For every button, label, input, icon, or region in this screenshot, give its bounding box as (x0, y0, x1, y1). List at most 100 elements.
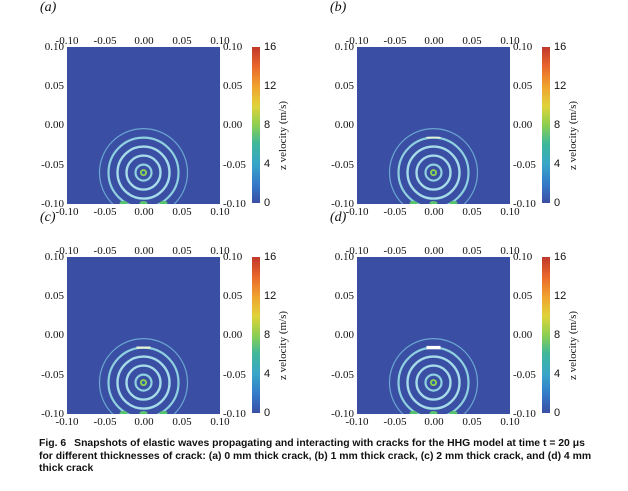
wavefield-svg (98, 128, 189, 204)
colorbar-tick: 8 (264, 119, 271, 131)
x-tick-bottom: 0.10 (500, 416, 520, 428)
x-tick-top: -0.10 (55, 245, 79, 257)
figure-panel: (a) -0.10 -0.10 -0.05 -0.05 0.00 0.00 0.05 0.05 0… (0, 0, 300, 218)
colorbar-tick: 16 (554, 251, 567, 263)
x-tick-top: -0.05 (383, 245, 407, 257)
wavefront-ring (424, 163, 443, 182)
wavefield-svg (388, 128, 479, 204)
x-tick-top: 0.10 (500, 245, 520, 257)
x-tick-top: 0.00 (424, 245, 444, 257)
colorbar-tick: 8 (554, 329, 561, 341)
colorbar-tick: 0 (264, 197, 271, 209)
y-tick-right: 0.00 (513, 329, 533, 341)
boundary-reflection-spot (119, 411, 128, 414)
y-tick-left: -0.10 (331, 198, 354, 210)
colorbar-title: z velocity (m/s) (277, 310, 289, 380)
wavefront-ring (107, 136, 180, 204)
wavefield-plot (67, 257, 220, 414)
wavefront-ring (98, 338, 189, 414)
panel-label: (d) (330, 210, 347, 225)
y-tick-right: -0.10 (223, 198, 246, 210)
boundary-reflection-spot (449, 411, 458, 414)
colorbar-tick: 4 (554, 158, 561, 170)
wave-source-core (431, 381, 436, 385)
wavefront-ring (406, 355, 461, 410)
y-tick-right: -0.05 (513, 159, 536, 171)
y-tick-left: 0.00 (334, 329, 354, 341)
y-tick-left: 0.05 (334, 80, 354, 92)
y-tick-right: 0.10 (513, 41, 533, 53)
wavefront-ring (415, 364, 452, 401)
figure-panel: (b) -0.10 -0.10 -0.05 -0.05 0.00 0.00 0.05 0.05 0… (290, 0, 590, 218)
x-tick-top: 0.10 (500, 35, 520, 47)
wavefield-plot (357, 257, 510, 414)
wavefield-svg (388, 338, 479, 414)
colorbar-tick: 16 (264, 251, 277, 263)
wavefront-ring (125, 364, 162, 401)
x-tick-top: 0.05 (462, 35, 482, 47)
figure-caption-text: Snapshots of elastic waves propagating a… (39, 438, 592, 474)
y-tick-right: -0.05 (513, 369, 536, 381)
figure-caption-label: Fig. 6 (39, 438, 67, 449)
wavefront-ring (116, 355, 171, 410)
x-tick-top: 0.10 (210, 245, 230, 257)
boundary-reflection-spot (139, 411, 148, 414)
colorbar-tick: 4 (264, 158, 271, 170)
y-tick-right: 0.10 (513, 251, 533, 263)
y-tick-right: 0.10 (223, 41, 243, 53)
y-tick-left: 0.10 (44, 251, 64, 263)
y-tick-left: 0.05 (44, 290, 64, 302)
boundary-reflection-spot (139, 201, 148, 204)
y-tick-right: -0.10 (223, 408, 246, 420)
x-tick-bottom: -0.05 (93, 206, 117, 218)
x-tick-top: 0.00 (424, 35, 444, 47)
y-tick-right: -0.10 (513, 408, 536, 420)
wavefront-ring (406, 145, 461, 200)
x-tick-top: 0.05 (172, 35, 192, 47)
colorbar-tick: 4 (554, 368, 561, 380)
boundary-reflection-spot (159, 201, 168, 204)
x-tick-bottom: 0.10 (210, 416, 230, 428)
boundary-reflection-spot (119, 201, 128, 204)
x-tick-top: 0.00 (134, 245, 154, 257)
panel-label: (c) (40, 210, 56, 225)
x-tick-bottom: 0.00 (424, 416, 444, 428)
y-tick-left: -0.05 (41, 369, 64, 381)
x-tick-bottom: -0.10 (55, 206, 79, 218)
y-tick-left: 0.10 (44, 41, 64, 53)
x-tick-top: 0.10 (210, 35, 230, 47)
colorbar-tick: 16 (554, 41, 567, 53)
boundary-reflection-spot (409, 411, 418, 414)
boundary-reflection-spot (449, 201, 458, 204)
x-tick-bottom: -0.05 (383, 206, 407, 218)
x-tick-bottom: 0.10 (500, 206, 520, 218)
x-tick-top: -0.05 (93, 245, 117, 257)
wave-source-core (431, 171, 436, 175)
crack-mark (136, 346, 151, 349)
colorbar-tick: 12 (554, 290, 567, 302)
colorbar-tick: 4 (264, 368, 271, 380)
x-tick-top: -0.10 (345, 35, 369, 47)
x-tick-top: -0.10 (55, 35, 79, 47)
y-tick-right: -0.05 (223, 369, 246, 381)
y-tick-left: -0.10 (41, 408, 64, 420)
x-tick-bottom: 0.05 (462, 206, 482, 218)
boundary-reflection-spot (159, 411, 168, 414)
y-tick-left: -0.05 (41, 159, 64, 171)
colorbar-tick: 12 (264, 80, 277, 92)
x-tick-bottom: -0.10 (55, 416, 79, 428)
wave-source-core (141, 171, 146, 175)
colorbar-tick: 12 (554, 80, 567, 92)
y-tick-left: -0.10 (41, 198, 64, 210)
panel-label: (b) (330, 0, 347, 15)
figure-panel: (c) -0.10 -0.10 -0.05 -0.05 0.00 0.00 0.05 0.05 0… (0, 210, 300, 428)
boundary-reflection-spot (429, 201, 438, 204)
y-tick-right: 0.00 (223, 329, 243, 341)
colorbar-tick: 0 (264, 407, 271, 419)
wavefront-ring (125, 154, 162, 191)
y-tick-right: 0.05 (223, 80, 243, 92)
x-tick-bottom: 0.05 (172, 416, 192, 428)
wavefront-ring (116, 145, 171, 200)
x-tick-bottom: -0.10 (345, 206, 369, 218)
colorbar-title: z velocity (m/s) (277, 100, 289, 170)
